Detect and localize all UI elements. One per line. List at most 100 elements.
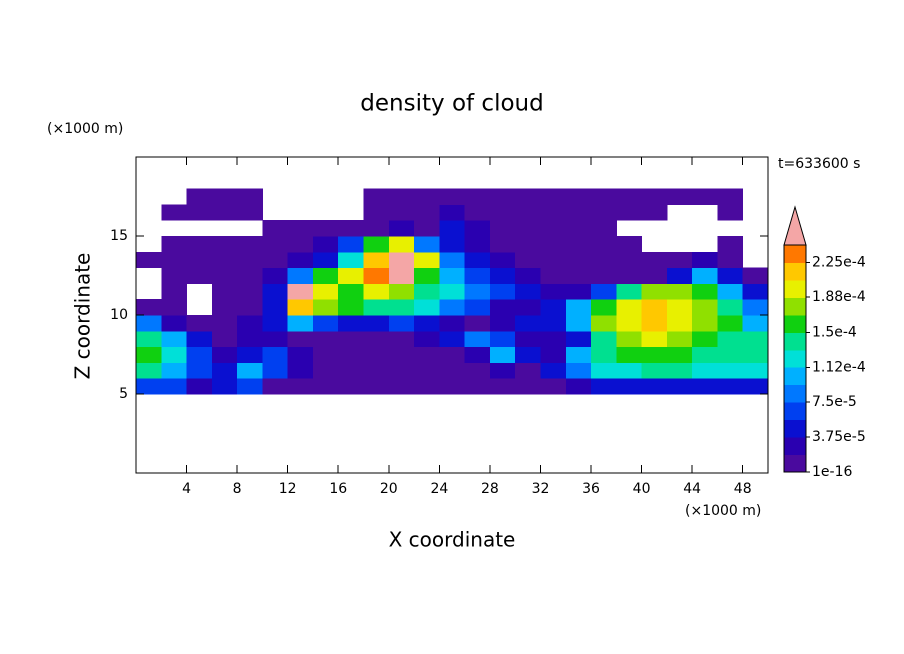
contour-cell <box>692 346 718 363</box>
contour-cell <box>237 362 263 379</box>
contour-cell <box>161 236 188 253</box>
contour-cell <box>439 236 466 253</box>
contour-cell <box>388 220 415 237</box>
contour-cell <box>161 362 188 379</box>
contour-cell <box>414 283 440 300</box>
contour-cell <box>666 267 693 284</box>
contour-cell <box>717 315 744 332</box>
contour-cell <box>439 362 466 379</box>
contour-cell <box>338 267 365 284</box>
contour-cell <box>363 251 390 269</box>
contour-cell <box>388 362 415 379</box>
contour-cell <box>717 362 744 379</box>
contour-cell <box>136 362 162 379</box>
contour-cell <box>565 362 592 379</box>
contour-cell <box>540 220 567 237</box>
contour-cell <box>489 204 516 221</box>
contour-cell <box>464 362 491 379</box>
contour-cell <box>489 315 516 332</box>
contour-cell <box>237 346 263 363</box>
contour-cell <box>136 330 162 348</box>
contour-cell <box>717 330 744 348</box>
contour-cell <box>540 315 567 332</box>
contour-cell <box>464 378 491 395</box>
contour-cell <box>388 188 415 205</box>
colorbar-band <box>784 314 806 333</box>
contour-cell <box>540 330 567 348</box>
contour-cell <box>591 299 617 316</box>
contour-cell <box>540 283 567 300</box>
contour-cell <box>692 362 718 379</box>
contour-cell <box>287 220 314 237</box>
contour-cell <box>262 378 289 395</box>
contour-cell <box>186 362 213 379</box>
contour-cell <box>439 378 466 395</box>
contour-cell <box>237 283 263 300</box>
contour-cell <box>338 330 365 348</box>
contour-cell <box>641 267 668 284</box>
colorbar-tick-label: 1.5e-4 <box>812 324 857 340</box>
y-axis-label: Z coordinate <box>71 253 95 380</box>
contour-cell <box>287 236 314 253</box>
contour-cell <box>414 346 440 363</box>
contour-cell <box>439 346 466 363</box>
contour-cell <box>211 362 238 379</box>
contour-cell <box>641 346 668 363</box>
contour-cell <box>161 204 188 221</box>
contour-cell <box>161 315 188 332</box>
contour-cell <box>186 267 213 284</box>
contour-cell <box>388 267 415 284</box>
contour-cell <box>186 315 213 332</box>
contour-cell <box>262 236 289 253</box>
x-tick-label: 12 <box>279 481 297 497</box>
contour-cell <box>211 236 238 253</box>
contour-cell <box>717 188 744 205</box>
contour-cell <box>338 315 365 332</box>
contour-cell <box>439 267 466 284</box>
contour-cell <box>312 378 339 395</box>
contour-cell <box>641 330 668 348</box>
contour-cell <box>237 330 263 348</box>
contour-cell <box>540 204 567 221</box>
contour-cell <box>211 283 238 300</box>
x-tick-label: 28 <box>481 481 499 497</box>
contour-cell <box>388 251 415 269</box>
contour-cell <box>388 204 415 221</box>
contour-cell <box>565 330 592 348</box>
contour-cell <box>540 188 567 205</box>
contour-cell <box>136 299 162 316</box>
contour-cell <box>489 299 516 316</box>
contour-cell <box>262 267 289 284</box>
contour-cell <box>515 362 541 379</box>
contour-cell <box>489 362 516 379</box>
y-unit: (×1000 m) <box>47 121 123 137</box>
contour-cell <box>489 267 516 284</box>
contour-cell <box>186 236 213 253</box>
contour-cell <box>414 378 440 395</box>
contour-cell <box>363 188 390 205</box>
contour-cell <box>287 315 314 332</box>
contour-cell <box>616 330 643 348</box>
contour-cell <box>666 330 693 348</box>
contour-cell <box>641 251 668 269</box>
contour-cell <box>388 299 415 316</box>
contour-cell <box>489 283 516 300</box>
contour-cell <box>692 378 718 395</box>
contour-cell <box>464 346 491 363</box>
contour-cell <box>515 267 541 284</box>
x-tick-label: 36 <box>582 481 600 497</box>
contour-cell <box>237 299 263 316</box>
contour-cell <box>211 204 238 221</box>
x-tick-label: 44 <box>683 481 701 497</box>
contour-cell <box>312 346 339 363</box>
x-tick-label: 48 <box>734 481 752 497</box>
colorbar-band <box>784 332 806 351</box>
contour-cell <box>186 251 213 269</box>
contour-cell <box>742 299 769 316</box>
contour-cell <box>388 315 415 332</box>
contour-cell <box>742 315 769 332</box>
colorbar-tick-label: 1.12e-4 <box>812 360 866 376</box>
contour-cell <box>312 220 339 237</box>
contour-cell <box>287 346 314 363</box>
